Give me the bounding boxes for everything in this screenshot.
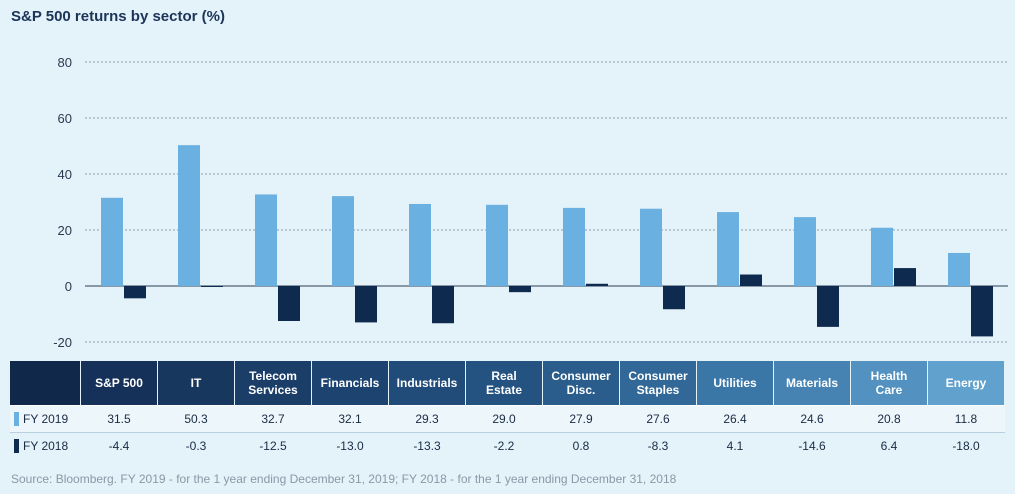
table-row-fy2018: FY 2018 -4.4 -0.3 -12.5 -13.0 -13.3 -2.2 0.8 -8.… <box>10 432 1005 459</box>
table-cell: 32.7 <box>234 405 312 433</box>
bar-fy2018 <box>278 286 300 321</box>
column-header: Real Estate <box>465 361 543 406</box>
table-cell: -13.0 <box>311 432 389 459</box>
bar-fy2019 <box>409 203 431 286</box>
table-cell: -18.0 <box>927 432 1005 459</box>
bars <box>101 145 993 337</box>
series-name: FY 2018 <box>23 438 69 453</box>
table-cell: 24.6 <box>773 405 851 433</box>
bar-chart: 80 60 40 20 0 -20 <box>53 55 1008 350</box>
table-cell: 50.3 <box>157 405 235 433</box>
bar-fy2018 <box>740 274 762 286</box>
column-header: Consumer Disc. <box>542 361 620 406</box>
column-header: Telecom Services <box>234 361 312 406</box>
bar-fy2019 <box>717 212 739 286</box>
table-cell: -0.3 <box>157 432 235 459</box>
bar-fy2018 <box>586 283 608 286</box>
table-cell: 31.5 <box>80 405 158 433</box>
table-cell: 11.8 <box>927 405 1005 433</box>
y-tick-label: 40 <box>58 167 72 182</box>
bar-fy2018 <box>817 286 839 327</box>
y-tick-label: 80 <box>58 55 72 70</box>
table-cell: 27.6 <box>619 405 697 433</box>
y-tick-label: 0 <box>65 279 72 294</box>
column-header: Utilities <box>696 361 774 406</box>
bar-fy2019 <box>871 227 893 286</box>
bar-fy2018 <box>432 286 454 324</box>
data-table: S&P 500 IT Telecom Services Financials Indust… <box>10 361 1005 459</box>
table-cell: 0.8 <box>542 432 620 459</box>
bar-fy2019 <box>640 208 662 286</box>
table-cell: -13.3 <box>388 432 466 459</box>
source-note: Source: Bloomberg. FY 2019 - for the 1 y… <box>11 472 677 486</box>
table-row-fy2019: FY 2019 31.5 50.3 32.7 32.1 29.3 29.0 27.9 27.6 2… <box>10 405 1005 433</box>
y-tick-label: 60 <box>58 111 72 126</box>
bar-fy2019 <box>948 252 970 286</box>
table-cell: 29.0 <box>465 405 543 433</box>
bar-fy2018 <box>509 286 531 293</box>
bar-fy2018 <box>355 286 377 323</box>
bar-fy2019 <box>486 204 508 286</box>
bar-fy2019 <box>332 196 354 286</box>
legend-swatch <box>14 412 19 427</box>
table-cell: 26.4 <box>696 405 774 433</box>
table-cell: -2.2 <box>465 432 543 459</box>
table-cell: 29.3 <box>388 405 466 433</box>
column-header: Materials <box>773 361 851 406</box>
table-corner <box>10 361 81 406</box>
y-tick-label: -20 <box>53 335 72 350</box>
table-header-row: S&P 500 IT Telecom Services Financials Indust… <box>10 361 1005 406</box>
column-header: Health Care <box>850 361 928 406</box>
table-cell: 27.9 <box>542 405 620 433</box>
bar-fy2018 <box>894 268 916 286</box>
table-cell: 4.1 <box>696 432 774 459</box>
table-cell: 6.4 <box>850 432 928 459</box>
table-cell: 20.8 <box>850 405 928 433</box>
column-header: Financials <box>311 361 389 406</box>
y-tick-label: 20 <box>58 223 72 238</box>
gridlines <box>85 61 1008 343</box>
bar-fy2018 <box>663 286 685 310</box>
bar-fy2019 <box>101 197 123 286</box>
bar-fy2019 <box>794 217 816 286</box>
row-label: FY 2019 <box>10 405 81 433</box>
bar-fy2019 <box>563 207 585 286</box>
legend-swatch <box>14 439 19 454</box>
table-cell: -12.5 <box>234 432 312 459</box>
bar-fy2019 <box>178 145 200 286</box>
table-cell: -4.4 <box>80 432 158 459</box>
column-header: IT <box>157 361 235 406</box>
bar-fy2018 <box>124 286 146 299</box>
chart-title: S&P 500 returns by sector (%) <box>11 8 225 25</box>
column-header: Industrials <box>388 361 466 406</box>
column-header: Consumer Staples <box>619 361 697 406</box>
series-name: FY 2019 <box>23 411 69 426</box>
table-cell: -14.6 <box>773 432 851 459</box>
bar-fy2018 <box>971 286 993 337</box>
row-label: FY 2018 <box>10 432 81 459</box>
table-cell: 32.1 <box>311 405 389 433</box>
y-axis: 80 60 40 20 0 -20 <box>53 55 72 350</box>
table-cell: -8.3 <box>619 432 697 459</box>
bar-fy2019 <box>255 194 277 286</box>
bar-fy2018 <box>201 286 223 287</box>
column-header: Energy <box>927 361 1005 406</box>
column-header: S&P 500 <box>80 361 158 406</box>
